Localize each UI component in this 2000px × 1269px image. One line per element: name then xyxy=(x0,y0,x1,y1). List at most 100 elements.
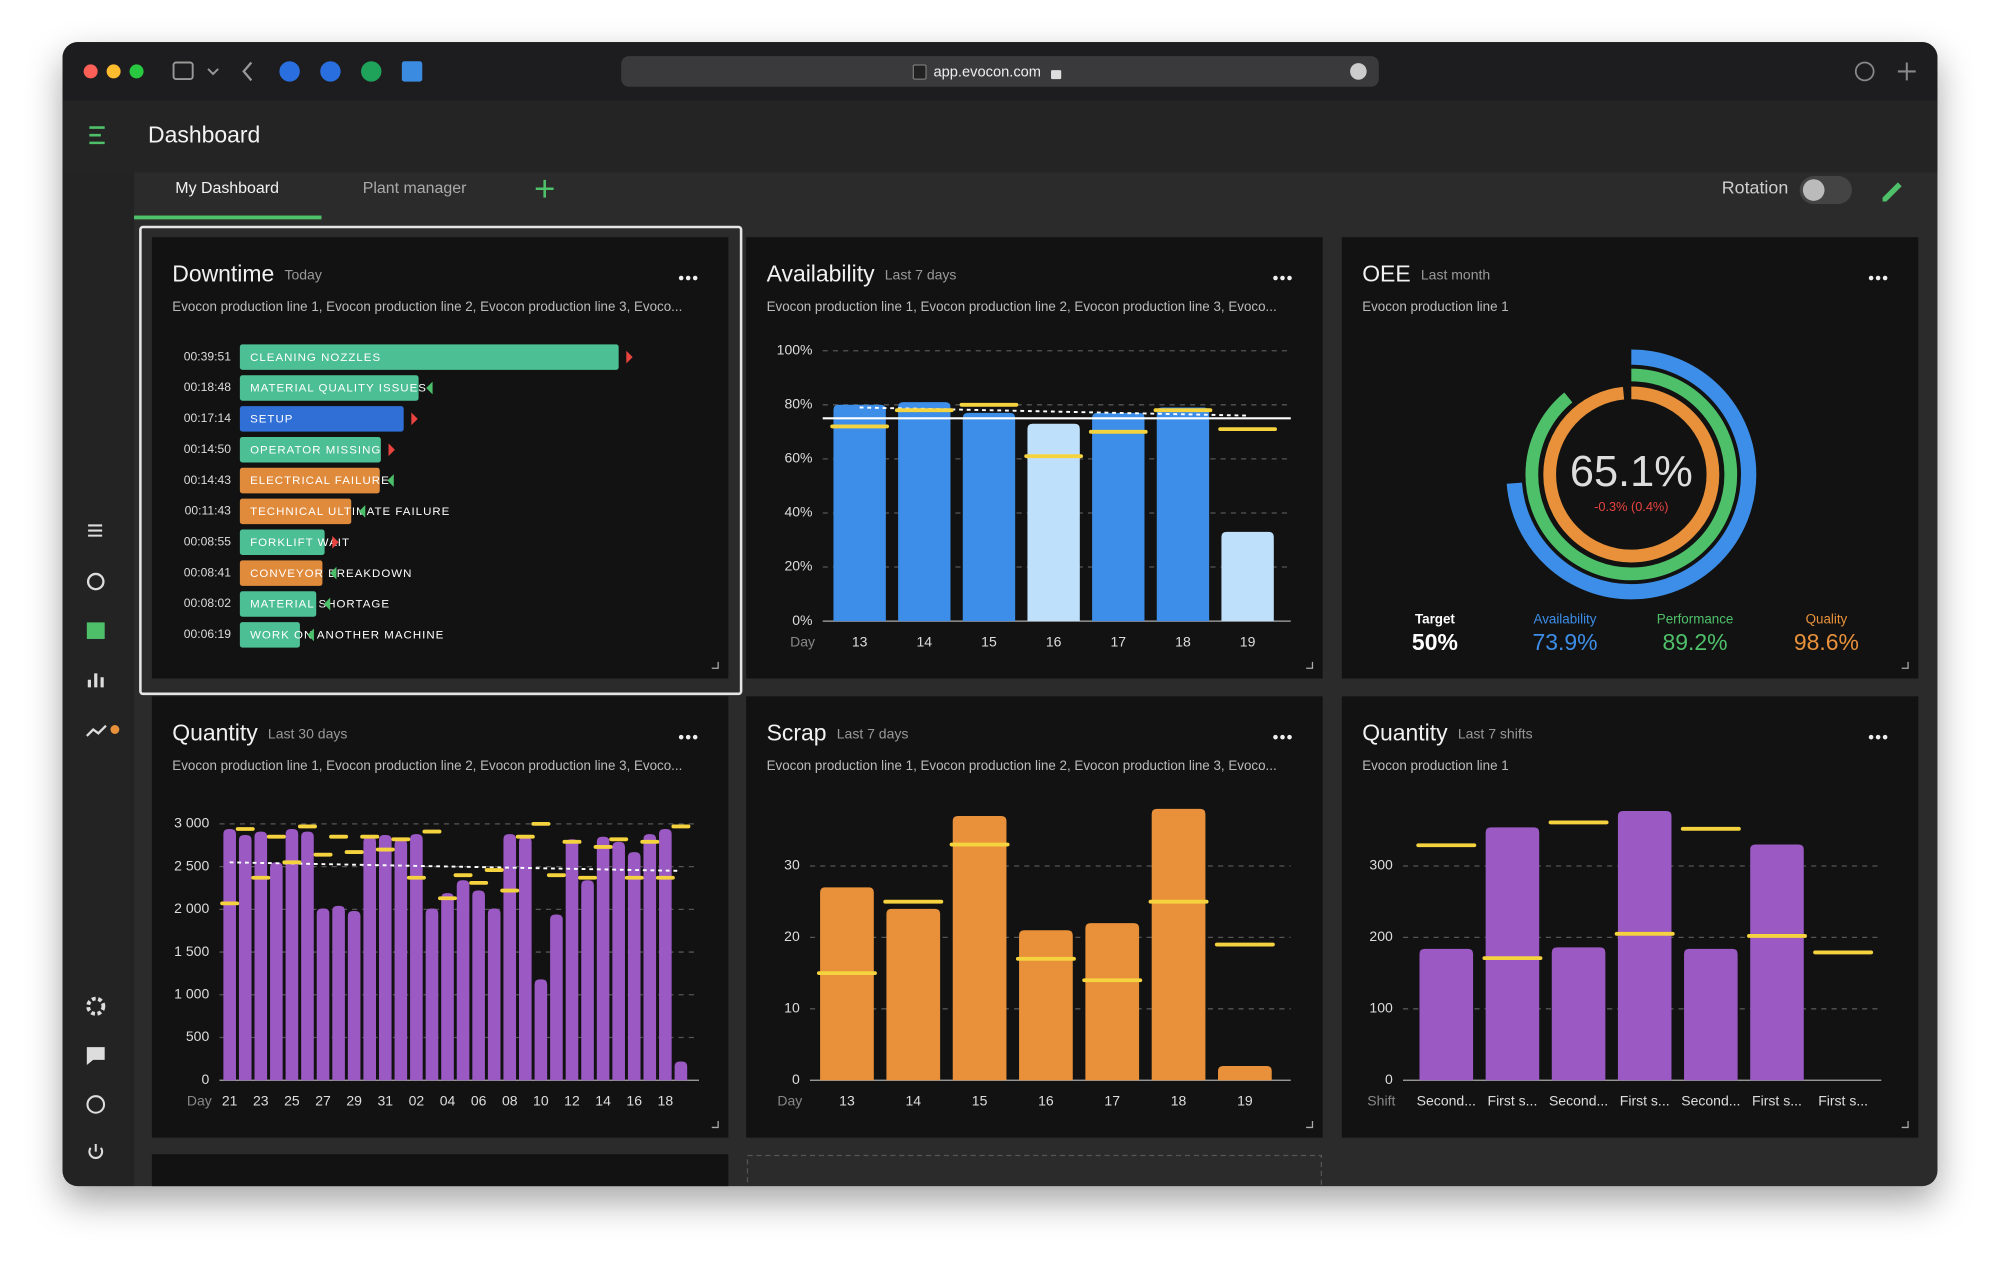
close-button[interactable] xyxy=(83,64,98,79)
resize-handle xyxy=(711,661,719,669)
bar xyxy=(674,1061,688,1081)
y-tick-label: 200 xyxy=(1369,928,1393,944)
y-tick-label: 300 xyxy=(1369,857,1393,873)
back-button[interactable] xyxy=(242,61,253,82)
x-tick-label: 18 xyxy=(1171,1093,1187,1109)
extension-icon[interactable] xyxy=(401,61,423,82)
sidebar-button[interactable] xyxy=(172,61,194,81)
bar xyxy=(1218,1065,1272,1081)
widget-description: Evocon production line 1, Evocon product… xyxy=(767,299,1277,314)
edit-button[interactable] xyxy=(1882,182,1902,202)
bar xyxy=(1019,930,1073,1081)
bar xyxy=(239,498,352,525)
bar xyxy=(1750,844,1804,1081)
trend-arrow xyxy=(307,628,314,642)
site-icon xyxy=(912,64,927,80)
extension-icon[interactable] xyxy=(361,61,382,82)
more-button[interactable] xyxy=(1350,63,1367,80)
bar xyxy=(1156,407,1210,622)
zoom-button[interactable] xyxy=(129,64,144,79)
y-tick-label: 1 000 xyxy=(174,985,209,1001)
menu-button[interactable] xyxy=(89,126,105,145)
download-button[interactable] xyxy=(1854,61,1875,82)
widget-placeholder[interactable] xyxy=(746,1154,1323,1206)
bar xyxy=(643,834,657,1081)
nav-help[interactable] xyxy=(86,1095,106,1114)
selected-outline xyxy=(139,225,743,696)
x-tick-label: 27 xyxy=(315,1093,331,1109)
tab[interactable]: Plant manager xyxy=(363,180,467,197)
y-tick-label: 0 xyxy=(1385,1071,1393,1087)
address-bar[interactable] xyxy=(621,56,1379,87)
x-tick-label: 17 xyxy=(1104,1093,1120,1109)
bar xyxy=(239,591,317,617)
bar xyxy=(239,375,419,401)
duration-label: 00:39:51 xyxy=(184,349,231,363)
widget-title: Availability xyxy=(767,261,875,287)
bar xyxy=(1092,412,1145,622)
widget-title: Quantity xyxy=(172,720,258,746)
extension-icon[interactable] xyxy=(279,61,300,82)
nav-settings[interactable] xyxy=(86,996,106,1016)
bar xyxy=(239,467,380,494)
x-tick-label: 13 xyxy=(839,1093,855,1109)
minimize-button[interactable] xyxy=(106,64,121,79)
y-tick-label: 60% xyxy=(784,450,812,466)
x-tick-label: 19 xyxy=(1240,633,1256,649)
x-tick-label: 17 xyxy=(1110,633,1126,649)
nav-logout[interactable] xyxy=(88,1144,104,1160)
bar xyxy=(503,834,517,1081)
x-tick-label: 08 xyxy=(502,1093,518,1109)
bar-label: WORK ON ANOTHER MACHINE xyxy=(250,630,444,642)
url: app.evocon.com xyxy=(933,65,1041,81)
trend-arrow xyxy=(388,443,395,457)
ring xyxy=(1506,349,1757,600)
widget-description: Evocon production line 1, Evocon product… xyxy=(767,758,1277,773)
x-tick-label: 02 xyxy=(409,1093,425,1109)
trend-arrow xyxy=(626,350,633,364)
bar xyxy=(1151,808,1206,1081)
duration-label: 00:08:41 xyxy=(184,565,231,579)
x-tick-label: 06 xyxy=(471,1093,487,1109)
menu-dot xyxy=(678,734,684,740)
bar xyxy=(581,880,594,1081)
bar xyxy=(410,834,423,1081)
nav-feedback[interactable] xyxy=(86,1047,105,1065)
app-header xyxy=(62,100,1938,173)
bar-label: SETUP xyxy=(250,414,293,426)
x-tick-label: First s... xyxy=(1752,1093,1802,1109)
bar xyxy=(441,893,454,1081)
bar xyxy=(659,829,672,1081)
duration-label: 00:11:43 xyxy=(185,504,232,518)
nav-trends[interactable] xyxy=(86,724,107,737)
nav-monitor[interactable] xyxy=(86,572,105,591)
metric-name: Quality xyxy=(1806,611,1848,626)
widget-title: Scrap xyxy=(767,720,827,746)
nav-dashboard[interactable] xyxy=(86,622,105,639)
resize-handle xyxy=(1306,1121,1314,1129)
extension-icon[interactable] xyxy=(320,61,341,82)
dropdown-icon[interactable] xyxy=(207,68,219,76)
y-tick-label: 10 xyxy=(784,1000,800,1016)
bar-label: OPERATOR MISSING xyxy=(250,444,381,456)
y-tick-label: 100 xyxy=(1369,1000,1393,1016)
y-tick-label: 0 xyxy=(201,1071,209,1087)
duration-label: 00:17:14 xyxy=(184,411,231,425)
widget-header: Availability Last 7 days xyxy=(767,261,957,287)
new-tab-button[interactable] xyxy=(1897,62,1916,81)
toggle-knob xyxy=(1802,179,1825,201)
menu-dot xyxy=(1287,734,1292,740)
x-tick-label: 14 xyxy=(917,633,933,649)
nav-statistics[interactable] xyxy=(87,673,104,688)
bar xyxy=(223,829,236,1081)
add-tab-button[interactable] xyxy=(535,179,554,198)
x-tick-label: Second... xyxy=(1549,1093,1608,1109)
x-tick-label: 16 xyxy=(1046,633,1062,649)
tab[interactable]: My Dashboard xyxy=(175,180,279,197)
bar xyxy=(332,905,345,1081)
bar xyxy=(534,979,548,1081)
y-tick-label: 2 000 xyxy=(174,900,209,916)
nav-reports[interactable] xyxy=(88,524,103,537)
trend-arrow xyxy=(323,597,331,611)
